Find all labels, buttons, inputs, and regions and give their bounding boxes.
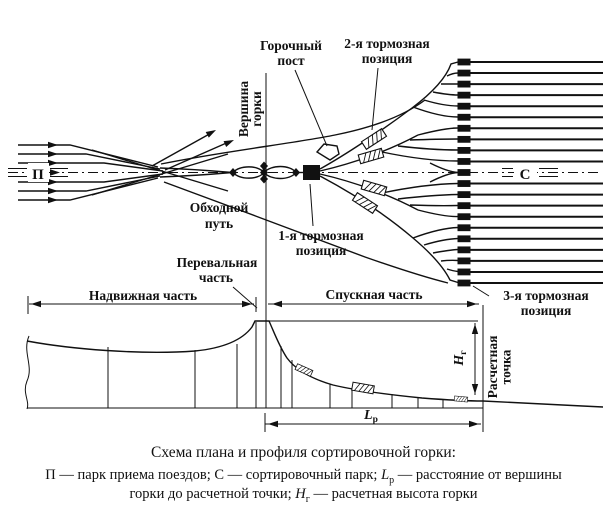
retarder-3rd-position: [457, 69, 471, 77]
legend-l-symbol: L: [381, 467, 390, 483]
legend-h-symbol: H: [295, 486, 306, 502]
profile-retarders: [294, 363, 469, 403]
hump-post-label-line2: пост: [277, 53, 305, 68]
height-symbol: Hг: [452, 350, 469, 367]
retarder-3rd-position: [457, 257, 471, 265]
legend-h-sub: г: [305, 493, 310, 505]
legend2-pre: горки до расчетной точки;: [129, 486, 296, 502]
park-sorting-label: С: [520, 167, 531, 183]
hump-part-label-line1: Перевальная: [177, 255, 258, 270]
retarder-3rd-position: [457, 158, 471, 165]
retarder-3rd-position: [457, 246, 471, 254]
figure-caption-text: Схема плана и профиля сортировочной горк…: [151, 444, 456, 461]
length-dimension: [264, 413, 481, 432]
sorting-tracks-fan: [457, 58, 603, 287]
bypass-label-line2: путь: [205, 216, 233, 231]
brake3-label-line2: позиция: [521, 303, 572, 318]
legend-line-2: горки до расчетной точки; Hг — расчетная…: [0, 486, 607, 505]
profile-surface: [26, 320, 604, 408]
retarder-3rd-position: [457, 113, 471, 121]
retarder-3rd-position: [457, 58, 471, 66]
brake1-label-line1: 1-я тормозная: [278, 228, 363, 243]
brake2-label-line2: позиция: [362, 51, 413, 66]
legend-line-1: П — парк приема поездов; С — сортировочн…: [0, 467, 607, 486]
bypass-track-lower: [163, 181, 449, 284]
retarder-3rd-position: [457, 191, 471, 198]
hump-post-pentagon: [315, 143, 340, 161]
retarder-3rd-position: [457, 102, 471, 110]
park-receiving-label: П: [32, 167, 44, 183]
retarder-1st-position: [303, 165, 320, 180]
profile-ground-line: [24, 335, 483, 410]
figure-caption: Схема плана и профиля сортировочной горк…: [0, 444, 607, 462]
bypass-track-upper: [160, 99, 426, 165]
brake1-label-line2: позиция: [296, 243, 347, 258]
retarder-3rd-position: [457, 224, 471, 232]
profile-ordinates: [107, 322, 444, 408]
legend1-pre: П — парк приема поездов; С — сортировочн…: [45, 467, 382, 483]
hump-part-label-line2: часть: [199, 270, 233, 285]
retarder-3rd-position: [457, 279, 471, 287]
c-label-track-marks: [502, 168, 558, 177]
descent-part-label: Спускная часть: [326, 287, 423, 302]
c-label-bg: [514, 163, 537, 182]
legend-l-sub: р: [389, 474, 395, 486]
retarder-3rd-position: [457, 80, 471, 88]
p-label-bg: [28, 163, 49, 182]
pushing-part-label: Надвижная часть: [89, 288, 197, 303]
retarder-3rd-position: [457, 213, 471, 221]
retarder-3rd-position: [457, 147, 471, 154]
bypass-label-line1: Обходной: [190, 200, 249, 215]
brake2-label-line1: 2-я тормозная: [344, 36, 429, 51]
retarder-3rd-position: [457, 135, 471, 143]
legend1-post: — расстояние от вершины: [394, 467, 562, 483]
legend2-post: — расчетная высота горки: [309, 486, 478, 502]
junction-diamonds: [229, 161, 300, 184]
hump-post-label-line1: Горочный: [260, 38, 322, 53]
exit-tracks: [151, 127, 236, 171]
retarder-3rd-position: [457, 202, 471, 210]
retarders-2nd-position: [351, 128, 388, 214]
length-symbol: Lр: [363, 408, 378, 425]
profile-dimensions-top: [27, 296, 479, 314]
retarder-3rd-position: [457, 180, 471, 187]
retarder-3rd-position: [457, 91, 471, 99]
calc-point-label: Расчетнаяточка: [485, 336, 514, 399]
brake3-label-line1: 3-я тормозная: [503, 288, 588, 303]
height-dimension: [471, 323, 479, 395]
summit-label: Вершинагорки: [236, 81, 264, 137]
retarder-3rd-position: [457, 235, 471, 243]
retarder-3rd-position: [457, 169, 471, 176]
retarder-3rd-position: [457, 124, 471, 132]
retarder-3rd-position: [457, 268, 471, 276]
